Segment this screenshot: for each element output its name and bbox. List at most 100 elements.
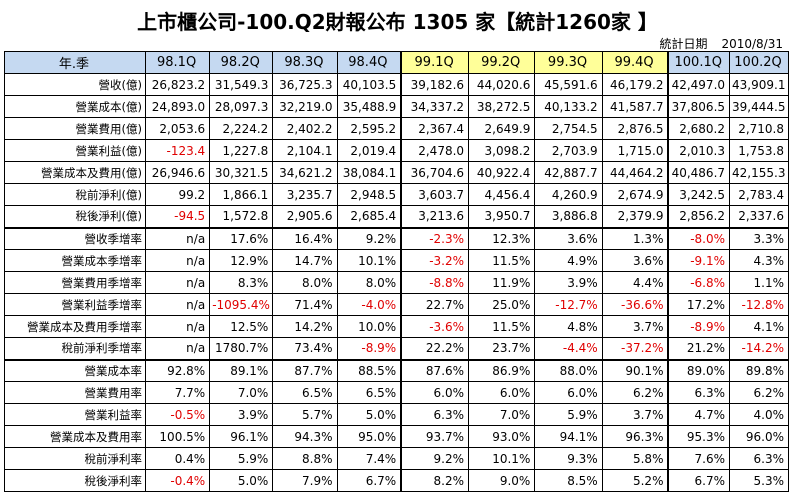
table-cell: 2,478.0 [400, 139, 470, 162]
table-cell: 1,866.1 [209, 183, 274, 206]
table-cell: 99.2 [144, 183, 211, 206]
table-cell: 3,235.7 [272, 183, 338, 206]
stat-date-label: 統計日期 [659, 37, 708, 51]
table-cell: -12.7% [534, 293, 603, 316]
table-cell: 8.8% [272, 447, 338, 470]
table-cell: 5.9% [209, 447, 274, 470]
table-cell: -94.5 [144, 205, 211, 228]
table-cell: 95.3% [667, 425, 731, 448]
table-row: 營業利益季增率 n/a -1095.4% 71.4% -4.0% 22.7% 25.0% -1… [4, 293, 789, 316]
table-cell: 26,946.6 [144, 161, 211, 184]
table-cell: 2,685.4 [336, 205, 402, 228]
table-cell: 43,909.1 [729, 73, 789, 96]
table-cell: -12.8% [729, 293, 789, 316]
table-row: 營業利益(億) -123.4 1,227.8 2,104.1 2,019.4 2,478.… [4, 139, 789, 162]
table-row: 營業成本(億) 24,893.0 28,097.3 32,219.0 35,488.9 3… [4, 95, 789, 118]
table-cell: 6.3% [729, 447, 789, 470]
column-header: 98.2Q [209, 51, 274, 74]
table-cell: 6.0% [468, 381, 536, 404]
table-row: 營業費用(億) 2,053.6 2,224.2 2,402.2 2,595.2 2,367… [4, 117, 789, 140]
table-cell: 44,020.6 [468, 73, 536, 96]
table-cell: 2,337.6 [729, 205, 789, 228]
table-cell: 36,725.3 [272, 73, 338, 96]
table-cell: 2,856.2 [667, 205, 731, 228]
row-label: 營收(億) [4, 73, 146, 96]
table-cell: 7.0% [209, 381, 274, 404]
table-cell: 8.3% [209, 271, 274, 294]
row-label: 營收季增率 [4, 226, 146, 250]
table-cell: 7.6% [667, 447, 731, 470]
table-cell: -6.8% [667, 271, 731, 294]
table-cell: 94.3% [272, 425, 338, 448]
column-header: 99.1Q [400, 51, 470, 74]
table-cell: 11.9% [468, 271, 536, 294]
table-cell: 44,464.2 [601, 161, 669, 184]
table-cell: -4.0% [336, 293, 402, 316]
table-row: 營業成本及費用(億) 26,946.6 30,321.5 34,621.2 38,084… [4, 161, 789, 184]
table-cell: -9.1% [667, 249, 731, 272]
table-cell: 34,621.2 [272, 161, 338, 184]
stat-date-value: 2010/8/31 [721, 37, 783, 51]
table-cell: 2,649.9 [468, 117, 536, 140]
row-label: 營業利益率 [4, 403, 146, 426]
row-label: 營業成本(億) [4, 95, 146, 118]
table-cell: 1,572.8 [209, 205, 274, 228]
table-row: 營業費用季增率 n/a 8.3% 8.0% 8.0% -8.8% 11.9% 3.9% 4.4%… [4, 271, 789, 294]
table-cell: 7.4% [336, 447, 402, 470]
table-cell: 1.1% [729, 271, 789, 294]
table-cell: 92.8% [144, 358, 211, 382]
table-cell: 88.0% [534, 358, 603, 382]
table-cell: 4.4% [601, 271, 669, 294]
table-cell: 14.7% [272, 249, 338, 272]
column-header: 98.3Q [272, 51, 338, 74]
row-label: 稅前淨利(億) [4, 183, 146, 206]
table-cell: 93.0% [468, 425, 536, 448]
table-cell: 34,337.2 [400, 95, 470, 118]
column-header: 100.2Q [729, 51, 789, 74]
table-cell: 5.8% [601, 447, 669, 470]
table-cell: -8.9% [336, 337, 402, 360]
table-row: 稅前淨利率 0.4% 5.9% 8.8% 7.4% 9.2% 10.1% 9.3% 5.8% 7.… [4, 447, 789, 470]
row-label: 營業成本及費用率 [4, 425, 146, 448]
table-cell: n/a [144, 249, 211, 272]
table-cell: 2,595.2 [336, 117, 402, 140]
table-cell: 42,497.0 [667, 73, 731, 96]
table-cell: 2,379.9 [601, 205, 669, 228]
table-cell: 0.4% [144, 447, 211, 470]
table-cell: 12.3% [468, 226, 536, 250]
table-cell: 4.3% [729, 249, 789, 272]
table-cell: 9.2% [400, 447, 470, 470]
table-cell: -8.9% [667, 315, 731, 338]
table-cell: 23.7% [468, 337, 536, 360]
table-cell: 3.9% [209, 403, 274, 426]
table-cell: 6.0% [400, 381, 470, 404]
table-cell: 71.4% [272, 293, 338, 316]
table-cell: -2.3% [400, 226, 470, 250]
table-cell: 40,486.7 [667, 161, 731, 184]
column-header: 99.4Q [601, 51, 669, 74]
table-cell: 42,887.7 [534, 161, 603, 184]
table-cell: 1,753.8 [729, 139, 789, 162]
table-cell: 21.2% [667, 337, 731, 360]
table-cell: 86.9% [468, 358, 536, 382]
row-label: 營業成本季增率 [4, 249, 146, 272]
table-cell: 4,456.4 [468, 183, 536, 206]
table-cell: 46,179.2 [601, 73, 669, 96]
table-cell: 6.3% [667, 381, 731, 404]
table-cell: 38,084.1 [336, 161, 402, 184]
table-cell: 96.1% [209, 425, 274, 448]
table-cell: 89.8% [729, 358, 789, 382]
table-cell: 89.1% [209, 358, 274, 382]
table-cell: 100.5% [144, 425, 211, 448]
table-cell: n/a [144, 226, 211, 250]
table-cell: 94.1% [534, 425, 603, 448]
table-row: 營業利益率 -0.5% 3.9% 5.7% 5.0% 6.3% 7.0% 5.9% 3.7% 4.… [4, 403, 789, 426]
table-row: 營業成本及費用率 100.5% 96.1% 94.3% 95.0% 93.7% 93.0% 9… [4, 425, 789, 448]
table-cell: -8.8% [400, 271, 470, 294]
table-cell: 4.0% [729, 403, 789, 426]
table-cell: 28,097.3 [209, 95, 274, 118]
table-cell: 5.7% [272, 403, 338, 426]
row-label: 營業利益(億) [4, 139, 146, 162]
table-cell: 2,710.8 [729, 117, 789, 140]
table-cell: 1,227.8 [209, 139, 274, 162]
